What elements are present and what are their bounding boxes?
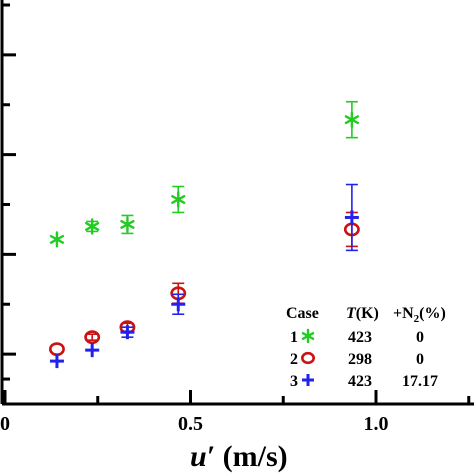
asterisk-marker xyxy=(301,328,315,344)
circle-marker xyxy=(48,342,65,357)
plus-marker xyxy=(344,210,359,225)
asterisk-marker xyxy=(49,231,65,248)
x-tick-label: 0 xyxy=(0,413,10,435)
asterisk-stroke xyxy=(85,221,100,231)
asterisk-marker xyxy=(120,216,135,233)
legend-n2: 0 xyxy=(416,351,424,368)
legend-case-number: 1 xyxy=(290,329,298,346)
asterisk-stroke xyxy=(120,219,135,229)
plot-frame xyxy=(0,0,474,406)
legend-n2: 17.17 xyxy=(402,373,438,390)
x-tick-labels: 0 0.5 1.0 xyxy=(0,413,389,435)
plus-marker xyxy=(120,325,135,340)
axis-ticks xyxy=(2,3,471,404)
legend-row: 3 423 17.17 xyxy=(290,373,438,390)
legend-temperature: 423 xyxy=(348,373,372,390)
x-axis-title: u′ (m/s) xyxy=(190,440,288,473)
asterisk-marker xyxy=(344,111,360,128)
asterisk-marker xyxy=(85,218,100,235)
legend-temperature: 298 xyxy=(348,351,372,368)
circle-marker xyxy=(300,351,315,365)
legend-case-number: 2 xyxy=(290,351,298,368)
error-bar xyxy=(86,333,99,341)
legend-row: 1 423 0 xyxy=(290,328,424,346)
legend-header-temperature: T(K) xyxy=(346,305,379,322)
x-tick-label: 1.0 xyxy=(364,413,389,435)
series-plus xyxy=(49,183,359,369)
plus-marker xyxy=(171,297,186,312)
asterisk-stroke xyxy=(49,234,65,244)
x-axis-unit: (m/s) xyxy=(215,440,287,473)
plus-marker xyxy=(49,354,64,369)
asterisk-stroke xyxy=(301,331,315,341)
legend: Case T(K) +N2(%) 1 423 0 2 298 0 3 423 17.17 xyxy=(286,305,446,390)
legend-header-case: Case xyxy=(286,305,319,322)
data-marks xyxy=(48,100,360,369)
x-tick-label: 0.5 xyxy=(178,413,203,435)
legend-case-number: 3 xyxy=(290,373,298,390)
plus-marker xyxy=(85,343,100,358)
legend-temperature: 423 xyxy=(348,329,372,346)
legend-row: 2 298 0 xyxy=(290,351,424,368)
plus-marker xyxy=(302,374,314,386)
asterisk-stroke xyxy=(344,115,360,125)
legend-header-n2: +N2(%) xyxy=(393,305,446,325)
legend-n2: 0 xyxy=(416,329,424,346)
series-asterisk xyxy=(49,100,360,248)
x-axis-variable: u′ xyxy=(190,440,215,473)
circle-marker xyxy=(84,330,101,345)
asterisk-marker xyxy=(171,191,186,208)
asterisk-stroke xyxy=(171,195,186,204)
